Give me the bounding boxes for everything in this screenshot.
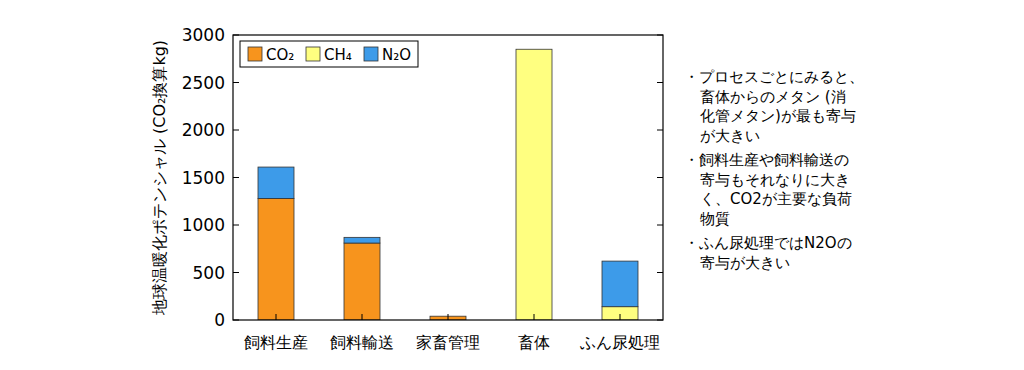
y-tick-label: 0 — [214, 310, 225, 330]
bar-segment — [602, 307, 638, 320]
annotation: ・プロセスごとにみると、 — [684, 68, 864, 86]
bar-segment — [602, 261, 638, 307]
y-tick — [657, 177, 663, 178]
plot-frame — [233, 35, 663, 320]
x-tick-label: 家畜管理 — [416, 333, 480, 352]
annotation: く、CO2が主要な負荷 — [700, 190, 852, 208]
chart: 0 500 1000 1500 2000 2500 3000 飼料生産 飼料輸送 家畜管理 畜体 ふん… — [0, 0, 1024, 370]
legend-label: N₂O — [382, 46, 411, 64]
legend-swatch — [364, 47, 378, 61]
y-tick-label: 2500 — [182, 73, 225, 93]
y-tick-label: 1500 — [182, 168, 225, 188]
y-tick — [657, 82, 663, 83]
y-tick — [657, 272, 663, 273]
y-tick-label: 1000 — [182, 215, 225, 235]
x-tick — [362, 314, 363, 320]
bars — [258, 49, 638, 320]
annotation: ・ふん尿処理ではN2Oの — [684, 234, 852, 252]
bar-segment — [516, 49, 552, 320]
annotation: ・飼料生産や飼料輸送の — [684, 151, 849, 169]
y-tick — [233, 225, 239, 226]
annotation: 寄与もそれなりに大き — [700, 171, 850, 189]
x-tick — [448, 314, 449, 320]
x-tick — [620, 314, 621, 320]
bar-segment — [344, 237, 380, 243]
bar-segment — [344, 243, 380, 320]
x-tick-label: 畜体 — [518, 333, 550, 352]
x-tick — [534, 314, 535, 320]
annotation: 物質 — [700, 210, 730, 228]
annotation: 化管メタン)が最も寄与 — [700, 107, 856, 125]
legend-box — [240, 41, 418, 67]
annotation: 寄与が大きい — [700, 254, 790, 272]
y-tick — [233, 177, 239, 178]
y-tick — [657, 130, 663, 131]
legend-swatch — [248, 47, 262, 61]
y-tick — [657, 225, 663, 226]
y-tick-label: 3000 — [182, 25, 225, 45]
legend-swatch — [306, 47, 320, 61]
x-tick — [276, 314, 277, 320]
x-tick-label: 飼料生産 — [244, 333, 308, 352]
y-tick-label: 500 — [193, 263, 225, 283]
y-axis-label: 地球温暖化ポテンシャル (CO₂換算kg) — [150, 40, 169, 316]
x-tick-label: 飼料輸送 — [330, 333, 394, 352]
legend-label: CO₂ — [266, 46, 294, 64]
legend-label: CH₄ — [324, 46, 352, 64]
y-tick — [233, 82, 239, 83]
x-tick-label: ふん尿処理 — [579, 333, 660, 352]
y-tick — [233, 272, 239, 273]
bar-segment — [258, 198, 294, 320]
annotation: が大きい — [700, 127, 760, 145]
y-tick-label: 2000 — [182, 120, 225, 140]
y-tick — [233, 130, 239, 131]
bar-segment — [258, 167, 294, 198]
annotation: 畜体からのメタン (消 — [700, 88, 846, 106]
